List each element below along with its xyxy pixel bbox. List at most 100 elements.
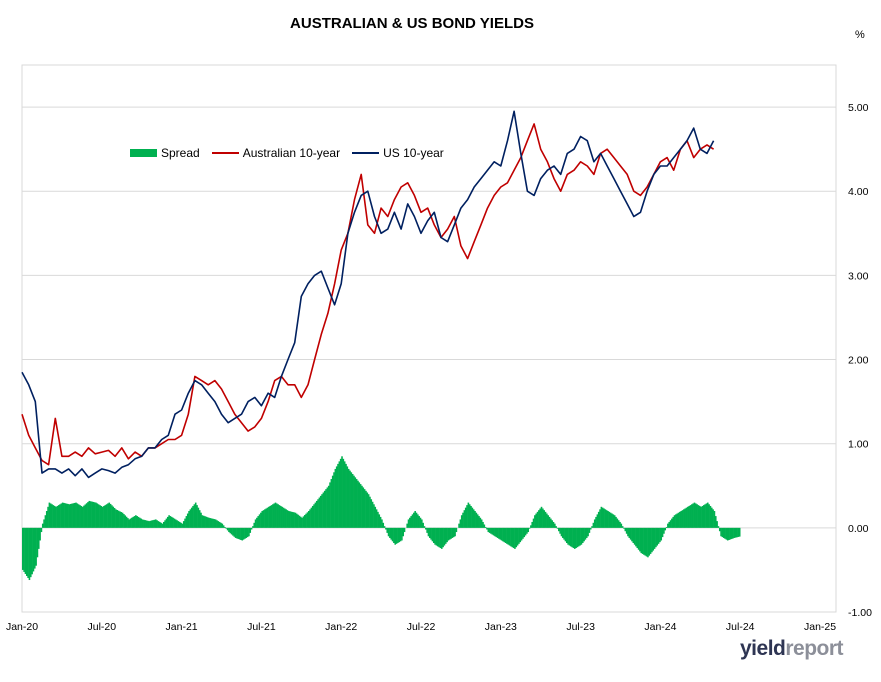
spread-bar: [149, 520, 152, 528]
spread-bar: [475, 512, 478, 528]
spread-bar: [706, 502, 709, 528]
legend-item-spread: Spread: [130, 146, 200, 160]
spread-bar: [315, 500, 318, 528]
spread-bar: [657, 527, 660, 544]
spread-bar: [492, 527, 495, 536]
spread-bar: [303, 515, 306, 528]
spread-bar: [659, 527, 661, 543]
spread-bar: [538, 510, 540, 528]
spread-bar: [385, 527, 387, 530]
spread-bar: [194, 502, 197, 528]
spread-bar: [423, 526, 426, 528]
spread-bar: [680, 511, 682, 528]
spread-bar: [563, 527, 565, 540]
x-tick-label: Jan-24: [644, 621, 676, 633]
spread-bar: [326, 487, 329, 528]
spread-bar: [144, 520, 146, 528]
spread-bar: [282, 507, 285, 528]
spread-bar: [555, 526, 557, 528]
spread-bar: [289, 511, 291, 528]
spread-bar: [720, 527, 722, 537]
spread-bar: [75, 502, 77, 528]
spread-bar: [459, 519, 462, 528]
spread-bar: [496, 527, 499, 538]
spread-bar: [588, 527, 591, 533]
spread-bar: [705, 503, 708, 528]
spread-bar: [322, 492, 325, 528]
spread-bar: [421, 519, 423, 528]
spread-bar: [47, 506, 49, 528]
spread-bar: [189, 509, 192, 528]
spread-bar: [100, 505, 103, 528]
spread-bar: [299, 516, 302, 528]
spread-bar: [560, 527, 563, 537]
spread-bar: [668, 521, 671, 528]
spread-bar: [660, 527, 663, 541]
spread-bar: [554, 523, 556, 528]
spread-bar: [511, 527, 514, 548]
spread-bar: [92, 501, 95, 528]
spread-bar: [708, 504, 710, 528]
spread-bar: [124, 515, 127, 528]
spread-bar: [342, 458, 345, 528]
brand-logo: yieldreport: [740, 637, 844, 661]
spread-bar: [604, 509, 607, 528]
spread-bar: [542, 508, 544, 528]
spread-bar: [486, 527, 488, 530]
spread-bar: [104, 505, 107, 528]
spread-bar: [242, 527, 245, 540]
spread-bar: [592, 522, 595, 528]
spread-bar: [233, 527, 236, 537]
spread-bars: [22, 456, 741, 581]
spread-bar: [381, 519, 383, 528]
spread-bar: [261, 511, 264, 528]
spread-bar: [108, 502, 111, 528]
spread-bar: [96, 503, 99, 528]
spread-bar: [137, 516, 140, 528]
spread-bar: [43, 519, 45, 528]
spread-bar: [59, 504, 61, 528]
spread-bar: [117, 510, 120, 528]
spread-bar: [498, 527, 500, 539]
spread-bar: [349, 470, 351, 528]
spread-bar: [36, 527, 39, 558]
spread-bar: [357, 480, 359, 528]
spread-bar: [576, 527, 579, 548]
spread-bar: [451, 527, 454, 538]
spread-bar: [482, 521, 484, 528]
spread-bar: [410, 516, 412, 528]
spread-bar: [355, 479, 358, 528]
spread-bar: [285, 509, 287, 528]
spread-bar: [366, 492, 369, 528]
spread-bar: [72, 503, 75, 528]
spread-bar: [169, 516, 172, 528]
spread-bar: [655, 527, 657, 548]
spread-bar: [559, 527, 561, 534]
spread-bar: [252, 526, 254, 528]
spread-bar: [301, 517, 303, 528]
spread-bar: [463, 510, 466, 528]
spread-bar: [224, 527, 226, 528]
spread-bar: [345, 463, 347, 528]
spread-bar: [362, 487, 365, 528]
spread-bar: [418, 516, 420, 528]
spread-bar: [323, 490, 326, 528]
spread-bar: [45, 511, 48, 528]
spread-bar: [661, 527, 664, 538]
spread-bar: [543, 510, 545, 528]
spread-bar: [234, 527, 237, 538]
spread-bar: [628, 527, 631, 538]
x-tick-labels: Jan-20 Jul-20 Jan-21 Jul-21 Jan-22 Jul-22 Jan-…: [6, 621, 836, 633]
spread-bar: [370, 499, 373, 528]
spread-bar: [593, 519, 596, 528]
spread-bar: [57, 505, 60, 528]
spread-bar: [491, 527, 494, 535]
spread-bar: [508, 527, 511, 546]
spread-bar: [676, 513, 678, 528]
spread-bar: [298, 515, 301, 528]
spread-bar: [210, 518, 213, 528]
spread-bar: [205, 516, 208, 528]
series-lines: [21, 110, 715, 479]
spread-bar: [692, 503, 694, 528]
spread-bar: [387, 527, 390, 537]
